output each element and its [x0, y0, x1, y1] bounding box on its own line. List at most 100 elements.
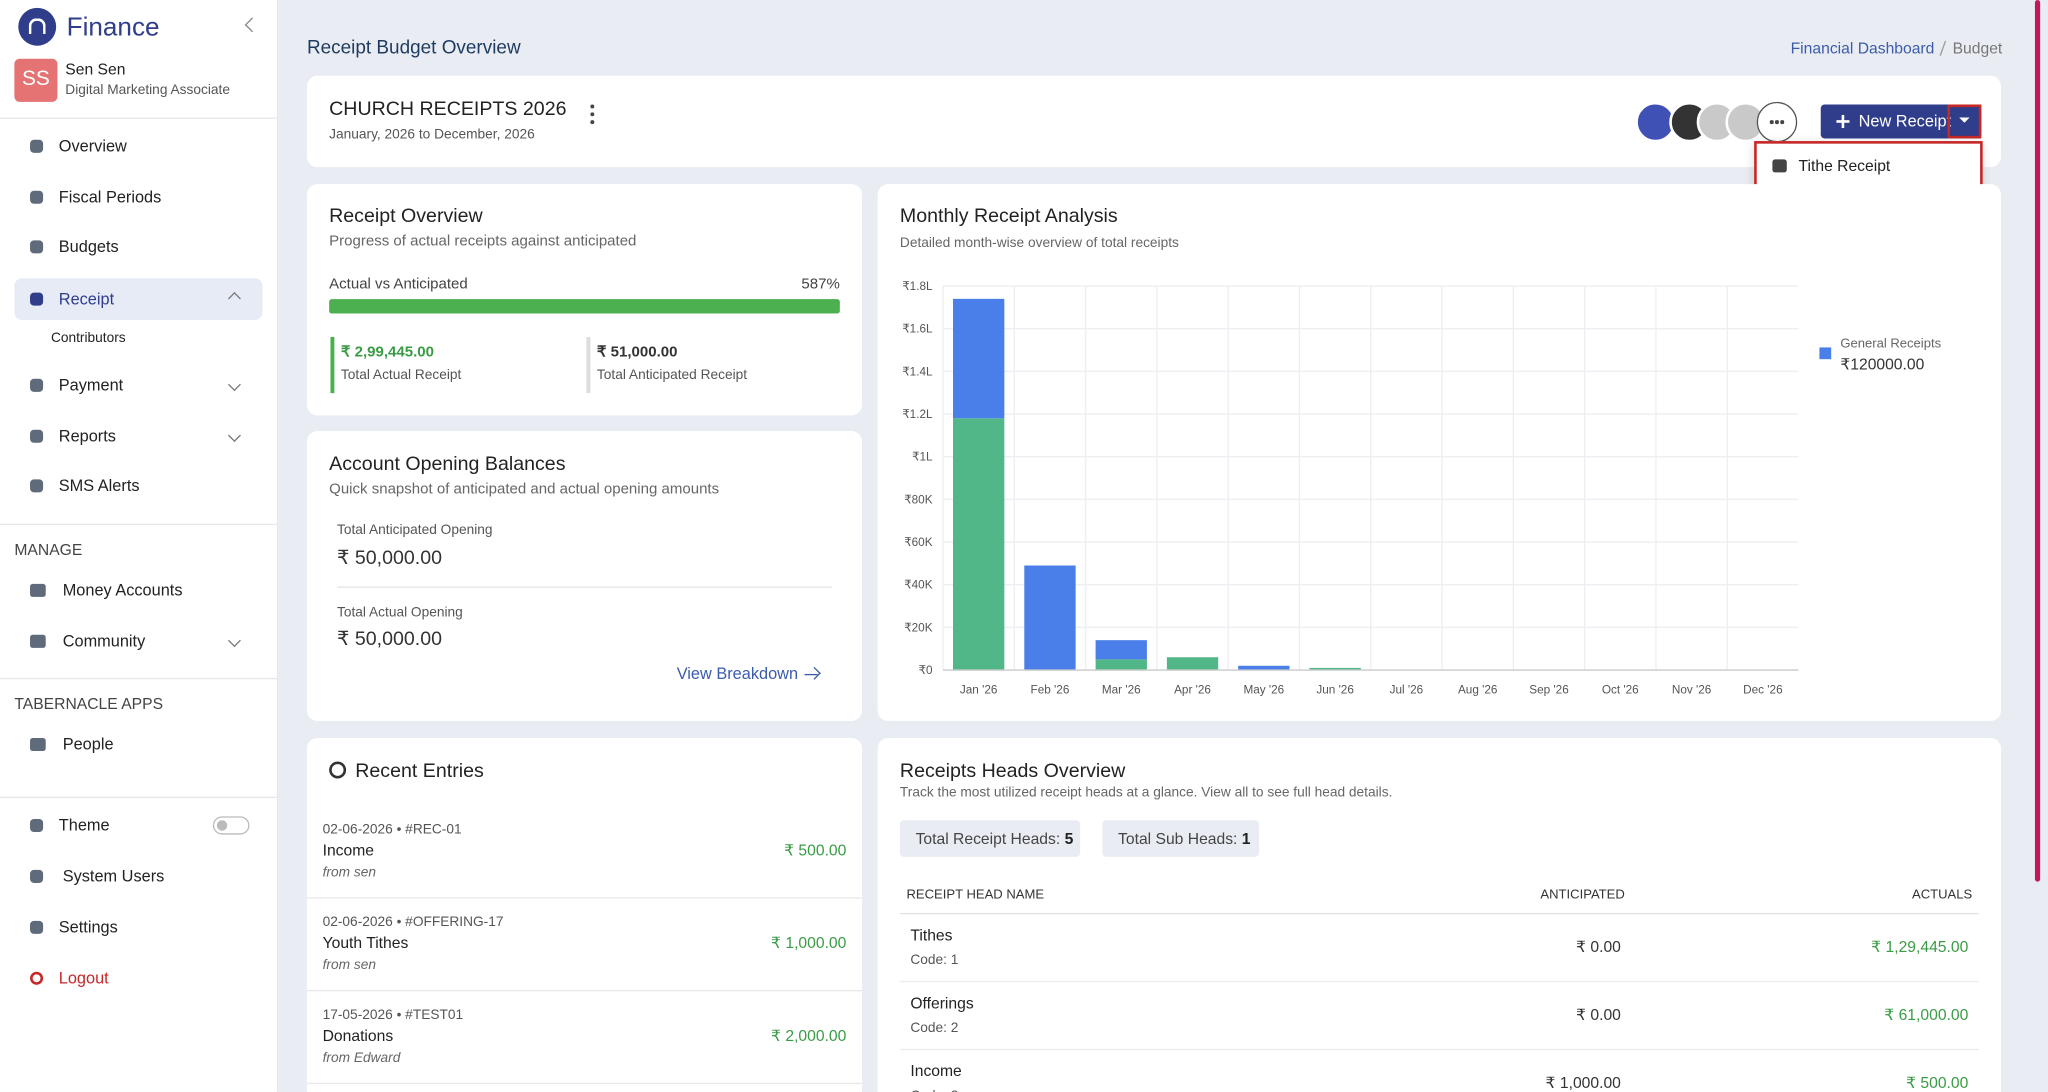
nav-icon — [30, 240, 44, 254]
nav-item[interactable]: Money Accounts — [62, 580, 183, 600]
summary-chip-value: 1 — [1237, 829, 1251, 848]
summary-chip-label: Total Receipt Heads: 5 — [915, 829, 1074, 848]
entry-meta: 17-05-2026 • #TEST01 — [322, 1006, 464, 1023]
nav-subitem[interactable]: Contributors — [50, 330, 126, 346]
nav-item[interactable]: Payment — [58, 375, 124, 395]
theme-toggle-knob — [216, 820, 228, 831]
heads-card — [877, 737, 2001, 1092]
caret-split[interactable] — [1947, 104, 1982, 139]
arrow-shaft — [804, 673, 818, 676]
head-name: Income — [910, 1061, 962, 1081]
history-icon — [329, 761, 347, 779]
avatar-initials: SS — [21, 67, 50, 91]
divider — [0, 117, 277, 119]
card-title: Receipts Heads Overview — [899, 759, 1126, 782]
summary-chip — [899, 820, 1081, 857]
head-code: Code: 1 — [910, 951, 959, 968]
brand-logo — [18, 7, 57, 46]
nav-icon — [30, 429, 44, 443]
entry-amount: ₹ 1,000.00 — [771, 933, 847, 953]
divider — [0, 796, 277, 799]
sidebar — [0, 0, 279, 1092]
entry-from: from sen — [322, 957, 376, 973]
head-name: Offerings — [910, 993, 974, 1013]
nav-icon — [30, 634, 46, 648]
section-heading: MANAGE — [14, 540, 83, 560]
recent-card — [306, 737, 863, 1092]
nav-icon — [30, 818, 44, 832]
entry-divider — [306, 897, 863, 899]
nav-icon — [30, 292, 44, 306]
row-divider — [899, 980, 1979, 983]
avatar — [14, 58, 58, 102]
opening-value: ₹ 50,000.00 — [336, 546, 443, 569]
entry-divider — [306, 990, 863, 992]
nav-icon — [30, 583, 46, 597]
nav-icon — [30, 920, 44, 934]
entry-divider — [306, 1082, 863, 1085]
head-actual: ₹ 61,000.00 — [1884, 1005, 1969, 1024]
nav-item[interactable]: Theme — [58, 815, 110, 835]
card-subtitle: Progress of actual receipts against anti… — [329, 234, 637, 250]
nav-item[interactable]: People — [62, 735, 114, 754]
nav-item[interactable]: System Users — [62, 866, 165, 886]
table-header-line — [899, 912, 1979, 915]
nav-item[interactable]: Settings — [58, 917, 118, 937]
summary-chip-label: Total Sub Heads: 1 — [1118, 829, 1251, 848]
actual-accent — [330, 336, 335, 394]
nav-active-bg — [14, 278, 263, 320]
head-anticipated: ₹ 0.00 — [1576, 1005, 1621, 1024]
avatar-add[interactable] — [1635, 101, 1676, 143]
entry-amount: ₹ 2,000.00 — [771, 1026, 847, 1045]
opening-value: ₹ 50,000.00 — [336, 627, 443, 650]
progress-percent: 587% — [801, 277, 840, 293]
head-code: Code: 2 — [910, 1019, 959, 1036]
nav-icon — [30, 479, 44, 493]
head-anticipated: ₹ 1,000.00 — [1545, 1073, 1621, 1092]
nav-item[interactable]: Reports — [58, 426, 116, 446]
theme-toggle[interactable] — [212, 816, 250, 835]
anticipated-value: ₹ 51,000.00 — [596, 345, 678, 361]
dropdown-item[interactable]: Tithe Receipt — [1798, 156, 1891, 176]
divider — [0, 523, 277, 526]
progress-bar — [329, 299, 840, 314]
brand-logo-mark — [28, 18, 46, 34]
new-receipt-label[interactable]: New Receipt — [1858, 111, 1952, 131]
view-breakdown-link[interactable]: View Breakdown — [676, 664, 799, 683]
nav-icon — [30, 869, 44, 883]
chart-title: Monthly Receipt Analysis — [899, 204, 1118, 227]
actual-label: Total Actual Receipt — [340, 366, 462, 383]
kebab-dot[interactable] — [590, 112, 595, 117]
head-name: Tithes — [910, 926, 953, 945]
nav-icon — [30, 139, 44, 153]
nav-item[interactable]: Overview — [58, 136, 127, 156]
nav-item[interactable]: Logout — [58, 968, 109, 988]
entry-name: Income — [322, 841, 375, 860]
card-title: Receipt Overview — [329, 204, 483, 227]
opening-divider — [336, 586, 832, 588]
head-actual: ₹ 500.00 — [1906, 1073, 1969, 1092]
breadcrumb-current: Budget — [1952, 39, 2003, 58]
nav-item[interactable]: Budgets — [58, 237, 119, 256]
nav-item[interactable]: SMS Alerts — [58, 476, 140, 495]
scrollbar-thumb — [2034, 0, 2041, 882]
chart-subtitle: Detailed month-wise overview of total re… — [899, 234, 1179, 251]
row-divider — [899, 1048, 1979, 1051]
nav-item[interactable]: Community — [62, 631, 146, 651]
entry-meta: 02-06-2026 • #OFFERING-17 — [322, 913, 504, 930]
opening-card — [306, 431, 863, 721]
nav-item[interactable]: Fiscal Periods — [58, 187, 162, 207]
column-header: ANTICIPATED — [1540, 888, 1625, 903]
entry-name: Donations — [322, 1026, 394, 1045]
breadcrumb-separator — [1939, 40, 1947, 56]
column-header: ACTUALS — [1911, 888, 1973, 903]
kebab-dot[interactable] — [590, 104, 595, 109]
more-dot — [1775, 120, 1779, 124]
nav-item[interactable]: Receipt — [58, 289, 115, 308]
head-anticipated: ₹ 0.00 — [1576, 937, 1621, 957]
nav-icon — [30, 737, 46, 752]
nav-icon — [30, 190, 44, 204]
kebab-dot[interactable] — [590, 120, 595, 125]
divider — [0, 677, 277, 680]
breadcrumb-link[interactable]: Financial Dashboard — [1790, 39, 1935, 58]
